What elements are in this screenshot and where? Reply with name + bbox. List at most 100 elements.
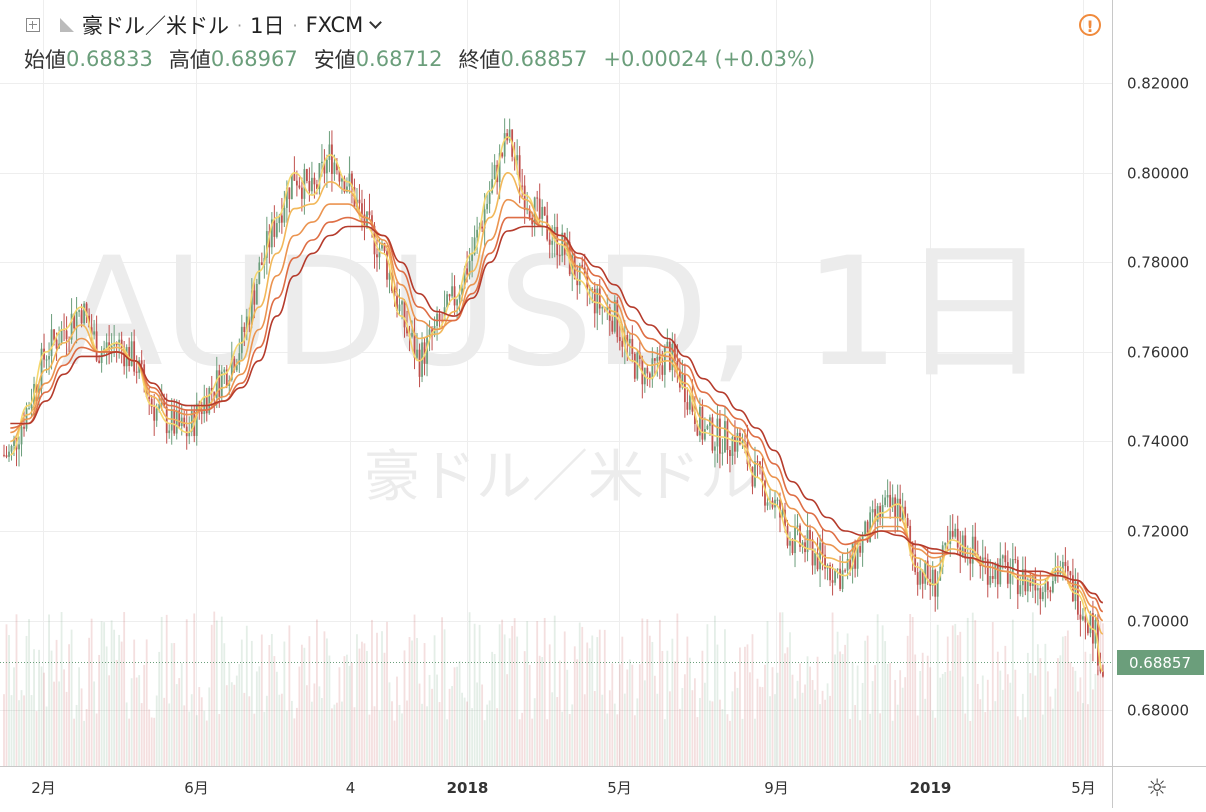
time-axis-bg[interactable]: [0, 766, 1112, 808]
interval-label[interactable]: 1日: [250, 14, 285, 38]
candle-body: [819, 542, 821, 570]
volume-bar: [516, 636, 519, 766]
candle-body: [706, 425, 709, 430]
volume-bar: [185, 619, 188, 766]
close-value: 0.68857: [500, 47, 588, 71]
candle-body: [924, 560, 927, 584]
volume-bar: [190, 694, 193, 766]
low-value: 0.68712: [355, 47, 443, 71]
volume-bar: [771, 667, 774, 766]
volume-bar: [1044, 643, 1047, 766]
candle-body: [98, 360, 101, 363]
volume-bar: [966, 617, 969, 766]
candle-body: [736, 432, 739, 452]
volume-bar: [313, 683, 316, 766]
volume-bar: [501, 619, 504, 766]
candle-body: [260, 262, 263, 265]
volume-bar: [496, 708, 499, 766]
candle-body: [458, 294, 461, 300]
volume-bar: [736, 687, 739, 766]
volume-bar: [235, 675, 238, 766]
price-axis-bg[interactable]: [1112, 0, 1206, 766]
candle-body: [523, 185, 526, 211]
candle-body: [656, 356, 659, 361]
candle-body: [714, 446, 716, 451]
candle-body: [844, 570, 846, 572]
volume-bar: [366, 650, 368, 766]
candle-body: [468, 260, 471, 275]
ma-line-3: [10, 198, 1104, 622]
candle-body: [388, 272, 391, 280]
volume-bar: [310, 701, 313, 766]
volume-bar: [170, 643, 173, 766]
candle-body: [215, 370, 218, 398]
volume-bar: [608, 690, 611, 766]
volume-bar: [846, 633, 849, 766]
volume-bar: [110, 620, 113, 766]
candle-body: [766, 502, 769, 506]
candle-body: [275, 223, 278, 237]
candle-body: [661, 365, 664, 375]
volume-bar: [814, 689, 816, 766]
candle-body: [366, 211, 368, 228]
volume-bar: [536, 621, 539, 766]
volume-bar: [658, 619, 661, 766]
volume-bar: [326, 638, 328, 766]
candle-body: [864, 521, 867, 537]
volume-bar: [83, 720, 86, 766]
candle-body: [1004, 555, 1007, 563]
volume-bar: [38, 649, 40, 766]
plus-square-icon[interactable]: [26, 18, 40, 32]
candle-body: [974, 536, 977, 555]
candle-body: [1087, 622, 1089, 634]
candle-body: [313, 177, 316, 185]
volume-bar: [606, 713, 609, 766]
volume-bar: [220, 616, 223, 766]
time-tick-label: 5月: [607, 779, 632, 797]
candle-body: [23, 426, 25, 429]
candle-body: [751, 466, 754, 487]
chevron-down-icon[interactable]: [369, 15, 383, 29]
volume-bar: [158, 651, 161, 766]
volume-bar: [866, 635, 869, 766]
volume-bar: [383, 652, 386, 766]
candle-body: [238, 353, 241, 365]
volume-bar: [30, 695, 33, 766]
volume-bar: [891, 720, 894, 766]
volume-bar: [946, 636, 949, 766]
low-label: 安値: [313, 48, 356, 72]
candle-body: [806, 530, 809, 553]
gear-icon[interactable]: ☼: [1146, 774, 1168, 802]
candle-body: [1089, 613, 1092, 634]
candle-body: [30, 404, 33, 409]
volume-bar: [688, 657, 691, 766]
volume-bar: [636, 698, 639, 766]
candle-body: [686, 402, 689, 410]
volume-bar: [341, 701, 343, 766]
volume-bar: [280, 693, 283, 766]
volume-bar: [956, 635, 959, 766]
volume-bar: [240, 639, 243, 766]
volume-bar: [663, 719, 666, 766]
volume-bar: [526, 621, 529, 766]
volume-bar: [811, 680, 814, 766]
volume-bar: [1102, 623, 1104, 766]
volume-bar: [183, 705, 186, 766]
volume-bar: [433, 635, 436, 766]
candle-body: [321, 161, 323, 164]
volume-bar: [796, 680, 799, 766]
volume-bar: [153, 717, 156, 766]
volume-bar: [1076, 691, 1079, 766]
volume-bar: [949, 670, 952, 766]
volume-bar: [693, 678, 696, 766]
volume-bar: [35, 711, 38, 766]
volume-bar: [143, 664, 146, 766]
time-tick-label: 5月: [1071, 779, 1096, 797]
volume-bar: [70, 629, 73, 766]
symbol-name[interactable]: 豪ドル／米ドル: [82, 14, 229, 38]
source-label[interactable]: FXCM: [305, 13, 364, 37]
volume-bar: [331, 708, 333, 766]
warning-icon[interactable]: !: [1079, 14, 1101, 36]
